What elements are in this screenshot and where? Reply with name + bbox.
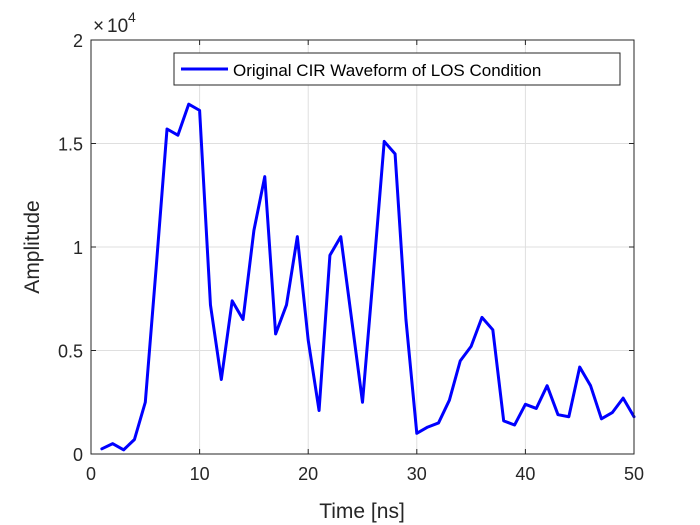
x-tick-label: 20 — [298, 464, 318, 484]
y-exponent-power: 4 — [128, 9, 136, 25]
series-group — [100, 102, 636, 452]
y-tick-label: 0.5 — [58, 342, 83, 362]
x-tick-label: 40 — [515, 464, 535, 484]
y-tick-label: 0 — [73, 445, 83, 465]
legend: Original CIR Waveform of LOS Condition — [173, 52, 621, 86]
x-axis-title: Time [ns] — [319, 500, 405, 523]
y-exponent-times: × — [93, 16, 104, 37]
x-tick-label: 30 — [407, 464, 427, 484]
x-tick-label: 0 — [86, 464, 96, 484]
legend-box — [173, 52, 621, 86]
y-tick-label: 1.5 — [58, 135, 83, 155]
y-axis-title: Amplitude — [21, 200, 44, 293]
x-tick-label: 10 — [190, 464, 210, 484]
legend-label: Original CIR Waveform of LOS Condition — [233, 61, 541, 80]
axis-ticks: 0 10 20 30 40 50 0 0.5 1 1.5 2 — [58, 31, 644, 484]
y-tick-label: 2 — [73, 31, 83, 51]
series-line — [100, 102, 636, 452]
y-exponent-label: × 10 4 — [93, 9, 136, 37]
y-exponent-base: 10 — [107, 16, 128, 37]
y-tick-label: 1 — [73, 238, 83, 258]
x-tick-label: 50 — [624, 464, 644, 484]
